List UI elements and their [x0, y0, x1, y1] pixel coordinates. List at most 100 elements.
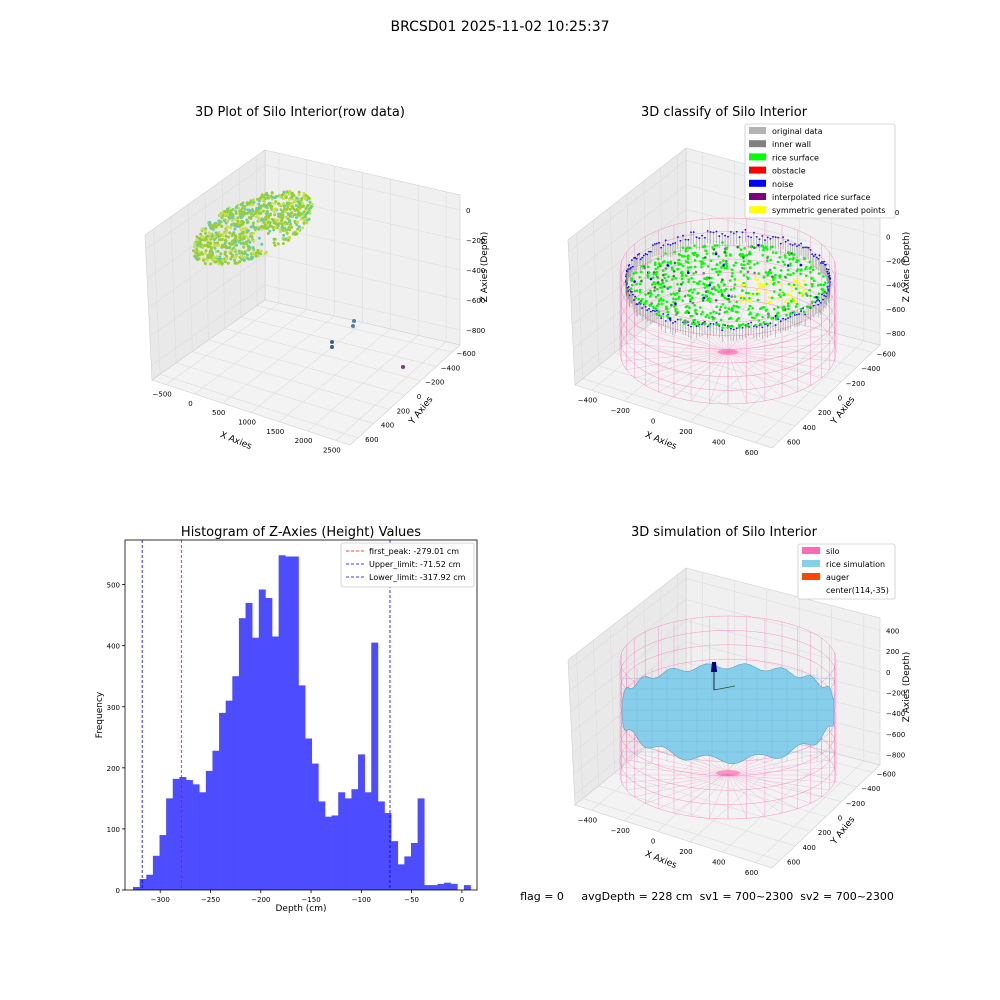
classified-point	[717, 255, 720, 258]
silo-floor-spoke	[690, 303, 729, 353]
classified-point	[742, 263, 746, 267]
histogram-x-tick-label: −250	[201, 896, 220, 904]
raw-cloud-point	[267, 196, 271, 200]
classified-point	[730, 295, 733, 298]
sim-y-tick: 0	[838, 815, 842, 823]
raw-cloud-point	[254, 254, 258, 258]
classified-point	[739, 248, 743, 251]
cls-z-gridline	[570, 208, 881, 301]
raw-cloud-point	[278, 222, 282, 226]
classified-point	[658, 263, 662, 266]
classified-point	[782, 305, 786, 309]
cls-y-tick: −600	[877, 350, 896, 358]
silo-floor-spoke	[621, 351, 729, 362]
auger-arm	[713, 685, 736, 691]
cls-z-gridline	[569, 184, 881, 277]
classified-point	[717, 273, 720, 277]
classify-legend-label: symmetric generated points	[772, 206, 885, 215]
silo-floor-spoke	[621, 774, 729, 783]
raw-cloud-point	[219, 252, 223, 256]
classified-point	[688, 306, 691, 310]
raw-cloud-point	[264, 218, 268, 222]
raw-x-tick: −500	[153, 391, 172, 399]
silo-floor-spoke	[621, 767, 729, 776]
classified-point	[822, 283, 826, 287]
classified-point	[742, 274, 746, 277]
raw-cloud-point	[297, 193, 301, 197]
classified-point	[677, 258, 681, 262]
classified-point	[796, 268, 800, 271]
classified-point	[790, 252, 793, 255]
classified-point	[659, 315, 663, 318]
cls-x-tick: 0	[651, 417, 655, 425]
classified-point	[731, 325, 734, 328]
classified-point	[662, 269, 665, 273]
raw-cloud-point	[202, 259, 206, 262]
raw-cloud-point	[208, 241, 212, 245]
classified-point	[649, 303, 652, 307]
classified-point	[727, 325, 731, 329]
classified-point	[774, 273, 777, 277]
classified-point	[739, 252, 742, 256]
raw-cloud-point	[259, 249, 263, 253]
histogram-bar	[318, 801, 326, 890]
histogram-y-tick-label: 0	[116, 887, 120, 895]
raw-cloud-point	[243, 207, 247, 211]
raw-z-tick: −600	[466, 297, 485, 305]
classified-point	[719, 318, 723, 322]
sim-y-tick: 600	[787, 859, 800, 867]
raw-cloud-point	[243, 256, 247, 259]
classified-point	[662, 299, 665, 302]
classified-point	[756, 292, 759, 296]
cls-z-tick: 0	[886, 233, 890, 241]
classify-legend-swatch	[749, 153, 766, 161]
raw-cloud-point	[223, 209, 227, 213]
classified-point	[758, 285, 761, 289]
raw-cloud-point	[204, 249, 208, 253]
classified-point	[633, 289, 637, 293]
classified-point	[802, 279, 806, 283]
classified-point	[753, 263, 756, 266]
histogram-x-tick-label: −200	[251, 896, 270, 904]
classified-point	[674, 309, 677, 313]
sim-z-tick: 400	[886, 627, 899, 635]
raw-cloud-point	[255, 214, 259, 218]
classified-point	[630, 283, 634, 287]
histogram-bar	[324, 816, 332, 890]
classified-point	[792, 272, 795, 275]
raw-cloud-point	[242, 245, 246, 249]
classified-point	[634, 297, 637, 300]
raw-cloud-point	[253, 212, 257, 215]
classified-point	[686, 257, 690, 261]
classify-legend-box	[744, 123, 896, 219]
classified-point	[681, 299, 684, 302]
classified-point	[687, 280, 690, 284]
raw-y-tick: 400	[381, 422, 394, 430]
raw-cloud-point	[211, 227, 215, 231]
classified-point	[676, 267, 680, 271]
raw-cloud-point	[281, 197, 285, 201]
raw-cloud-point	[192, 245, 196, 249]
classified-point	[736, 245, 739, 249]
raw-cloud-point	[282, 190, 286, 194]
sim-z-tick: −600	[886, 731, 905, 739]
classified-point	[716, 244, 719, 247]
histogram-x-tick-label: −300	[151, 896, 170, 904]
raw-cloud-point	[308, 200, 312, 204]
raw-cloud-point	[234, 240, 238, 244]
raw-cloud-point	[279, 212, 283, 216]
classified-point	[647, 292, 650, 295]
classified-point	[718, 312, 721, 316]
raw-cloud-point	[226, 261, 230, 265]
classified-point	[750, 316, 754, 319]
sim-x-tick: −400	[578, 816, 597, 824]
raw-cloud-point	[207, 231, 211, 235]
sim-x-tick: 0	[651, 837, 655, 845]
classified-point	[657, 299, 661, 303]
classified-point	[640, 265, 643, 268]
classified-point	[640, 298, 644, 301]
raw-cloud-point	[219, 261, 223, 265]
classified-point	[804, 283, 807, 287]
cls-y-tick: 0	[838, 395, 842, 403]
classified-point	[666, 261, 670, 264]
